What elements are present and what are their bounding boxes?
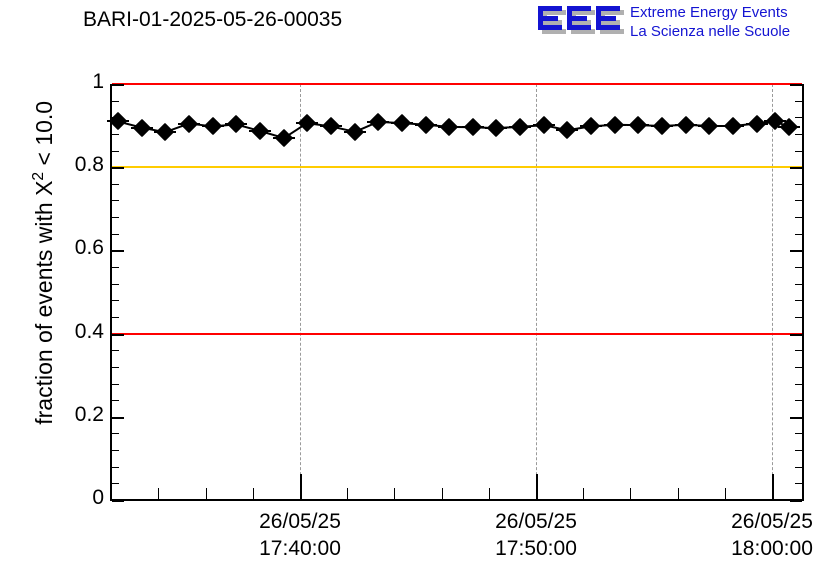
x-tick-label: 26/05/25 17:40:00: [200, 508, 400, 562]
y-tick-label: 0: [92, 486, 104, 509]
y-tick-right-minor: [795, 183, 802, 185]
y-tick-minor: [112, 150, 119, 152]
x-tick-label-date: 26/05/25: [259, 510, 341, 533]
y-tick-right-minor: [795, 316, 802, 318]
y-tick-label: 0.8: [74, 153, 104, 177]
y-tick-right-minor: [795, 150, 802, 152]
y-tick-minor: [112, 466, 119, 468]
y-tick-minor: [112, 483, 119, 485]
y-tick-label: 0.2: [74, 402, 104, 426]
x-gridline-1: [536, 84, 537, 500]
x-tick-minor: [441, 488, 443, 500]
y-tick-right-minor: [795, 233, 802, 235]
y-tick-right-minor: [795, 217, 802, 219]
y-tick-minor: [112, 133, 119, 135]
y-tick-major: [112, 250, 124, 253]
x-tick-minor: [347, 488, 349, 500]
eee-logo-line1: Extreme Energy Events: [630, 4, 788, 21]
upper-red-limit: [112, 83, 802, 85]
y-tick-right-minor: [795, 400, 802, 402]
y-tick-minor: [112, 267, 119, 269]
eee-logo-mark: [536, 4, 628, 40]
y-tick-major: [112, 84, 124, 86]
page-title: BARI-01-2025-05-26-00035: [83, 8, 343, 31]
y-tick-minor: [112, 200, 119, 202]
y-tick-minor: [112, 350, 119, 352]
x-ticks: [112, 84, 803, 500]
y-tick-minor: [112, 300, 119, 302]
y-tick-minor: [112, 433, 119, 435]
y-tick-minor: [112, 283, 119, 285]
x-tick-label-time: 18:00:00: [731, 537, 813, 560]
y-tick-minor: [112, 400, 119, 402]
eee-logo: Extreme Energy Events La Scienza nelle S…: [536, 2, 836, 44]
y-tick-minor: [112, 100, 119, 102]
y-tick-right-minor: [795, 483, 802, 485]
y-tick-minor: [112, 233, 119, 235]
y-tick-minor: [112, 383, 119, 385]
y-tick-right-major: [790, 333, 802, 336]
x-tick-minor: [583, 488, 585, 500]
y-tick-right-minor: [795, 366, 802, 368]
x-tick-minor: [677, 488, 679, 500]
yellow-warning-limit: [112, 166, 802, 169]
plot-axis-left: [110, 84, 112, 501]
x-tick-minor: [158, 488, 160, 500]
y-tick-right-major: [790, 167, 802, 170]
y-tick-major: [112, 167, 124, 170]
y-tick-right-minor: [795, 300, 802, 302]
y-tick-major: [112, 416, 124, 419]
x-tick-label: 26/05/25 17:50:00: [436, 508, 636, 562]
y-tick-major: [112, 500, 124, 502]
y-tick-minor: [112, 316, 119, 318]
y-tick-right-minor: [795, 466, 802, 468]
y-tick-right-minor: [795, 450, 802, 452]
x-tick-major: [300, 474, 302, 500]
y-tick-minor: [112, 366, 119, 368]
y-tick-right-minor: [795, 200, 802, 202]
y-tick-right-major: [790, 84, 802, 86]
y-tick-right-minor: [795, 350, 802, 352]
y-tick-label: 1: [92, 70, 104, 93]
x-gridline-0: [300, 84, 301, 500]
y-tick-right-minor: [795, 100, 802, 102]
y-tick-label: 0.6: [74, 236, 104, 260]
y-tick-right-minor: [795, 283, 802, 285]
y-tick-right-minor: [795, 117, 802, 119]
x-tick-label-time: 17:50:00: [495, 537, 577, 560]
x-tick-minor: [488, 488, 490, 500]
x-tick-label: 26/05/25 18:00:00: [672, 508, 836, 562]
x-tick-minor: [630, 488, 632, 500]
y-tick-major: [112, 333, 124, 336]
x-tick-label-time: 17:40:00: [259, 537, 341, 560]
x-tick-label-date: 26/05/25: [495, 510, 577, 533]
x-tick-minor: [394, 488, 396, 500]
y-tick-minor: [112, 183, 119, 185]
y-tick-right-major: [790, 250, 802, 253]
x-tick-label-date: 26/05/25: [731, 510, 813, 533]
y-tick-right-minor: [795, 133, 802, 135]
y-tick-right-minor: [795, 383, 802, 385]
y-tick-right-major: [790, 500, 802, 502]
y-tick-label: 0.4: [74, 319, 104, 343]
lower-red-limit: [112, 332, 802, 335]
plot-axis-right: [802, 84, 804, 501]
x-tick-minor: [252, 488, 254, 500]
eee-logo-text: Extreme Energy Events La Scienza nelle S…: [630, 3, 790, 41]
y-tick-minor: [112, 450, 119, 452]
x-tick-major: [772, 474, 774, 500]
x-tick-minor: [205, 488, 207, 500]
x-tick-minor: [724, 488, 726, 500]
y-tick-right-minor: [795, 433, 802, 435]
y-tick-right-major: [790, 416, 802, 419]
y-tick-right-minor: [795, 267, 802, 269]
x-gridline-2: [772, 84, 773, 500]
y-tick-minor: [112, 217, 119, 219]
plot-axis-bottom: [110, 499, 804, 501]
eee-logo-line2: La Scienza nelle Scuole: [630, 23, 791, 40]
x-tick-major: [536, 474, 538, 500]
